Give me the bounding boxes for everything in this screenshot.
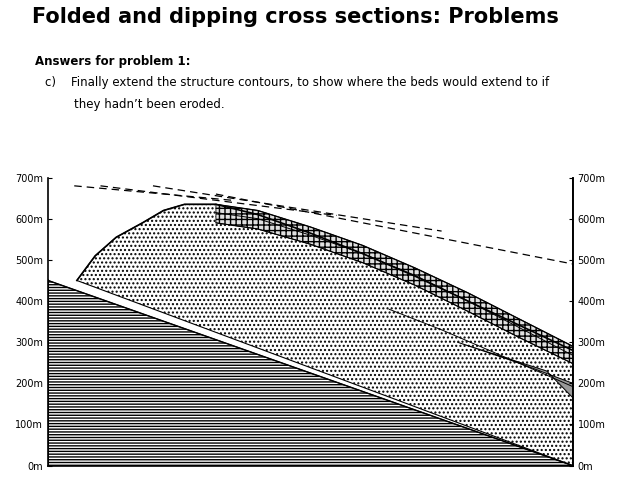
Polygon shape [48,280,573,466]
Text: c)    Finally extend the structure contours, to show where the beds would extend: c) Finally extend the structure contours… [45,76,549,89]
Polygon shape [77,204,573,466]
Bar [560,440,598,476]
Text: they hadn’t been eroded.: they hadn’t been eroded. [74,98,224,111]
Text: Answers for problem 1:: Answers for problem 1: [35,55,191,68]
Text: School of Earth and Environment: School of Earth and Environment [13,451,260,465]
Polygon shape [216,204,573,363]
Text: Folded and dipping cross sections: Problems: Folded and dipping cross sections: Probl… [32,7,559,26]
Text: UNIVERSITY OF LEEDS: UNIVERSITY OF LEEDS [480,451,628,465]
Polygon shape [458,342,573,398]
